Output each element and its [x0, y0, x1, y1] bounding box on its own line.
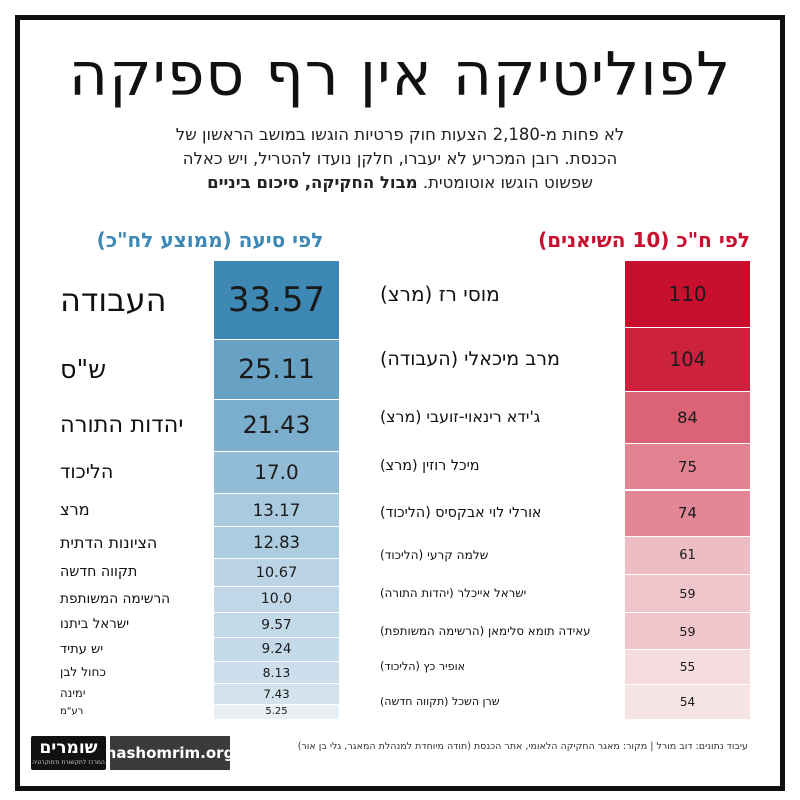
bar-value-label: 84 — [677, 407, 698, 427]
logo-subtitle: המרכז לתקשורת ודמוקרטיה — [32, 759, 105, 766]
bar-value-label: 13.17 — [252, 499, 301, 520]
site-url[interactable]: hashomrim.org — [106, 736, 234, 770]
bar-value-label: 110 — [668, 282, 707, 307]
category-label: רע"מ — [60, 705, 84, 717]
bar-value-label: 75 — [677, 457, 698, 476]
bar: 104 — [625, 327, 750, 391]
category-label: הציונות הדתית — [60, 532, 158, 552]
category-label: אופיר כץ (הליכוד) — [380, 660, 466, 674]
bar: 59 — [625, 574, 750, 612]
category-label: מרצ — [60, 499, 90, 519]
subtitle-line-2: הכנסת. רובן המכריע לא יעברו, חלקן נועדו … — [182, 149, 618, 168]
category-label: עאידה תומא סלימאן (הרשימה המשותפת) — [380, 623, 591, 638]
bar-value-label: 55 — [679, 660, 696, 675]
bar: 110 — [625, 260, 750, 328]
category-label: ש"ס — [60, 354, 107, 384]
bar-value-label: 33.57 — [227, 280, 326, 320]
bar: 13.17 — [214, 492, 339, 526]
category-label: ישראל אייכלר (יהדות התורה) — [380, 586, 527, 601]
category-label: ימינה — [60, 686, 86, 701]
category-label: אורלי לוי אבקסיס (הליכוד) — [380, 504, 542, 521]
bar: 61 — [625, 535, 750, 575]
bar: 25.11 — [214, 339, 339, 399]
category-label: העבודה — [60, 280, 167, 319]
category-label: תקווה חדשה — [60, 564, 138, 580]
bar-value-label: 9.24 — [261, 642, 292, 658]
frame-border — [15, 15, 785, 791]
bar: 75 — [625, 442, 750, 490]
category-label: יהדות התורה — [60, 411, 184, 438]
subtitle-line-3: שפשוט הוגשו אוטומטית. מבול החקיקה, סיכום… — [60, 171, 740, 195]
bar-value-label: 10.0 — [260, 591, 293, 608]
bar: 55 — [625, 649, 750, 685]
bar-value-label: 54 — [679, 695, 696, 710]
bar: 12.83 — [214, 525, 339, 559]
subtitle-line-3-bold: מבול החקיקה, סיכום ביניים — [207, 173, 418, 192]
logo[interactable]: שומרים המרכז לתקשורת ודמוקרטיה — [31, 736, 106, 770]
category-label: ג'ידא רינאוי-זועבי (מרצ) — [380, 407, 541, 427]
bar-value-label: 9.57 — [261, 616, 292, 633]
left-chart-title: לפי סיעה (ממוצע לח"כ) — [96, 228, 324, 252]
bar: 84 — [625, 390, 750, 443]
bar: 21.43 — [214, 399, 339, 451]
category-label: מוסי רז (מרצ) — [380, 281, 500, 306]
logo-text: שומרים — [39, 738, 98, 758]
category-label: יש עתיד — [60, 641, 104, 657]
bar: 17.0 — [214, 450, 339, 493]
bar-value-label: 104 — [669, 347, 706, 371]
bar: 9.24 — [214, 637, 339, 662]
bar: 54 — [625, 684, 750, 719]
category-label: מרב מיכאלי (העבודה) — [380, 347, 560, 370]
bar-value-label: 21.43 — [242, 411, 311, 440]
page-title: לפוליטיקה אין רף ספיקה — [68, 40, 732, 110]
category-label: ישראל ביתנו — [60, 616, 130, 632]
bar-value-label: 17.0 — [254, 460, 299, 485]
category-label: שרן השכל (תקווה חדשה) — [380, 695, 500, 709]
bar-value-label: 12.83 — [253, 533, 300, 552]
right-chart-title: לפי ח"כ (10 השיאנים) — [538, 228, 750, 252]
bar-value-label: 59 — [679, 586, 696, 602]
category-label: כחול לבן — [60, 665, 106, 680]
bar-value-label: 7.43 — [263, 686, 290, 701]
bar-value-label: 10.67 — [255, 564, 298, 581]
bar-value-label: 8.13 — [262, 665, 291, 681]
bar: 10.67 — [214, 558, 339, 586]
bar: 9.57 — [214, 611, 339, 637]
subtitle-line-1: לא פחות מ-2,180 הצעות חוק פרטיות הוגשו ב… — [175, 125, 625, 144]
source-note: עיבוד נתונים: דוב מורל | מקור: מאגר החקי… — [297, 741, 748, 752]
category-label: מיכל רוזין (מרצ) — [380, 458, 480, 475]
bar: 10.0 — [214, 585, 339, 612]
bar-value-label: 61 — [679, 548, 696, 563]
bar-value-label: 59 — [679, 623, 696, 639]
bar: 59 — [625, 611, 750, 650]
bar: 74 — [625, 489, 750, 536]
bar: 8.13 — [214, 661, 339, 684]
bar-value-label: 25.11 — [238, 354, 315, 385]
category-label: הליכוד — [60, 460, 114, 484]
bar-value-label: 5.25 — [265, 706, 288, 718]
bar-value-label: 74 — [678, 504, 697, 523]
bar: 5.25 — [214, 703, 339, 719]
category-label: הרשימה המשותפת — [60, 590, 171, 607]
bar: 7.43 — [214, 683, 339, 704]
bar: 33.57 — [214, 260, 339, 339]
category-label: שלמה קרעי (הליכוד) — [380, 548, 489, 562]
subtitle: לא פחות מ-2,180 הצעות חוק פרטיות הוגשו ב… — [60, 123, 740, 195]
subtitle-line-3-text: שפשוט הוגשו אוטומטית. — [422, 173, 593, 192]
